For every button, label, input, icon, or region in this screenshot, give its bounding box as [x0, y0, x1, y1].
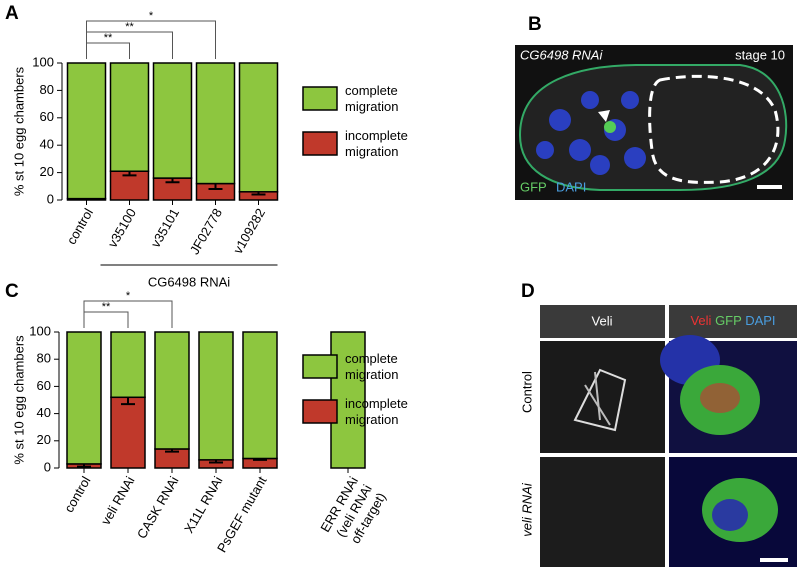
significance-label: ** — [125, 21, 134, 33]
significance-bracket — [86, 20, 216, 59]
channel: Veli — [690, 313, 711, 328]
x-tick-label: JF02778 — [187, 206, 225, 257]
row-label: veli RNAi — [519, 482, 534, 537]
bar-segment — [198, 331, 234, 461]
significance-bracket — [83, 300, 173, 328]
x-tick-label: veli RNAi — [98, 474, 138, 528]
bar-segment — [242, 331, 278, 460]
y-axis-label: % st 10 egg chambers — [11, 335, 26, 465]
micrograph-b — [515, 45, 793, 200]
x-tick-label: CASK RNAi — [134, 474, 182, 542]
panel-label: A — [5, 3, 19, 24]
x-tick-label: control — [64, 206, 97, 247]
channel: GFP — [520, 179, 547, 194]
group-label: CG6498 RNAi — [148, 274, 230, 289]
x-tick-label: v109282 — [230, 206, 268, 257]
bar-segment — [152, 62, 193, 179]
bar-segment — [66, 62, 107, 200]
significance-label: ** — [104, 32, 113, 44]
y-tick-label: 40 — [37, 405, 51, 420]
y-tick-label: 0 — [44, 459, 51, 474]
legend-swatch — [302, 131, 338, 156]
legend-swatch — [302, 86, 338, 111]
bar-segment — [109, 62, 150, 172]
panel-label: C — [5, 281, 19, 302]
legend-label: incomplete migration — [345, 128, 408, 159]
channel: GFP — [715, 313, 742, 328]
row-label: Control — [519, 371, 534, 413]
bar-segment — [110, 396, 146, 469]
bar-segment — [110, 331, 146, 399]
panel-label: B — [528, 14, 542, 35]
y-axis-label: % st 10 egg chambers — [11, 66, 26, 196]
micrographs-d — [540, 305, 797, 567]
bar-segment — [66, 331, 102, 465]
y-tick-label: 100 — [29, 323, 51, 338]
x-tick-label: v35100 — [105, 206, 139, 250]
x-tick-label: v35101 — [148, 206, 182, 250]
significance-label: * — [126, 290, 131, 302]
column-label: Veli GFP DAPI — [690, 313, 775, 328]
significance-label: ** — [102, 301, 111, 313]
y-tick-label: 20 — [37, 432, 51, 447]
legend-label: incomplete migration — [345, 396, 408, 427]
y-tick-label: 40 — [40, 137, 54, 152]
y-tick-label: 60 — [37, 378, 51, 393]
y-tick-label: 80 — [37, 351, 51, 366]
image-stage: stage 10 — [735, 47, 785, 62]
column-label: Veli — [592, 313, 613, 328]
significance-bracket — [83, 311, 129, 328]
y-tick-label: 80 — [40, 82, 54, 97]
y-tick-label: 100 — [32, 54, 54, 69]
panel-label: D — [521, 281, 535, 302]
legend-swatch — [302, 354, 338, 379]
legend-label: complete migration — [345, 351, 399, 382]
y-tick-label: 0 — [47, 191, 54, 206]
image-title: CG6498 RNAi — [520, 47, 603, 62]
y-tick-label: 60 — [40, 109, 54, 124]
significance-bracket — [86, 42, 130, 59]
bar-segment — [195, 62, 236, 185]
x-tick-label: X11L RNAi — [181, 474, 225, 536]
legend-swatch — [302, 399, 338, 424]
bar-segment — [238, 62, 279, 193]
channel: DAPI — [745, 313, 775, 328]
bar-segment — [154, 331, 190, 450]
y-tick-label: 20 — [40, 164, 54, 179]
channel: DAPI — [556, 179, 586, 194]
x-tick-label: control — [61, 474, 94, 515]
significance-label: * — [149, 10, 154, 22]
legend-label: complete migration — [345, 83, 399, 114]
